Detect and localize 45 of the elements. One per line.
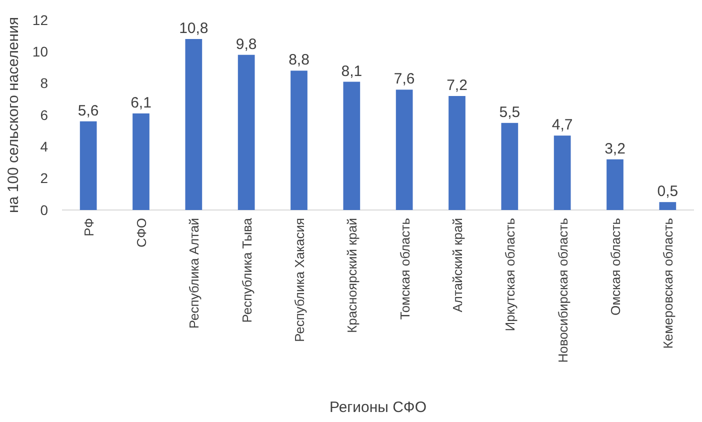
data-label: 10,8 (179, 20, 208, 37)
y-tick-label: 0 (40, 202, 48, 218)
y-tick-label: 4 (40, 138, 48, 155)
x-tick-label: Красноярский край (344, 218, 360, 333)
bar (132, 113, 150, 210)
data-label: 6,1 (130, 94, 152, 112)
x-tick-label: Республика Алтай (186, 218, 202, 329)
bar (80, 121, 97, 210)
y-tick-label: 12 (32, 12, 48, 28)
bar (554, 136, 571, 210)
bar (606, 159, 624, 210)
x-tick-label: Новосибирская область (555, 218, 570, 363)
bar (448, 96, 466, 210)
bar (659, 202, 676, 210)
data-label: 7,6 (394, 70, 415, 88)
y-axis-title: на 100 сельского населения (5, 17, 22, 213)
bar (185, 39, 202, 210)
bar (238, 54, 255, 210)
bar (396, 90, 413, 210)
x-tick-label: СФО (134, 218, 149, 248)
y-tick-label: 6 (40, 106, 48, 123)
x-tick-label: Кемеровская область (660, 218, 676, 349)
x-tick-label: Омская область (608, 218, 623, 316)
x-tick-label: РФ (81, 218, 96, 236)
x-tick-label: Томская область (397, 218, 412, 320)
data-label: 0,5 (657, 183, 678, 200)
data-label: 9,8 (236, 36, 257, 53)
x-tick-label: Республика Хакасия (292, 218, 307, 342)
bar (501, 122, 518, 210)
data-label: 4,7 (552, 116, 573, 134)
y-tick-label: 8 (40, 75, 48, 92)
x-axis-title: Регионы СФО (329, 399, 427, 416)
x-tick-label: Иркутская область (502, 218, 518, 332)
data-label: 7,2 (446, 77, 468, 94)
x-tick-label: Алтайский край (450, 218, 465, 312)
bar (343, 82, 360, 210)
y-tick-label: 10 (32, 44, 48, 60)
x-tick-label: Республика Тыва (239, 217, 254, 323)
data-label: 5,5 (499, 104, 520, 121)
y-tick-label: 2 (40, 170, 48, 186)
data-label: 8,1 (341, 62, 362, 80)
data-label: 8,8 (288, 52, 310, 69)
bar (290, 70, 308, 210)
data-label: 5,6 (78, 102, 99, 120)
data-label: 3,2 (604, 140, 626, 158)
